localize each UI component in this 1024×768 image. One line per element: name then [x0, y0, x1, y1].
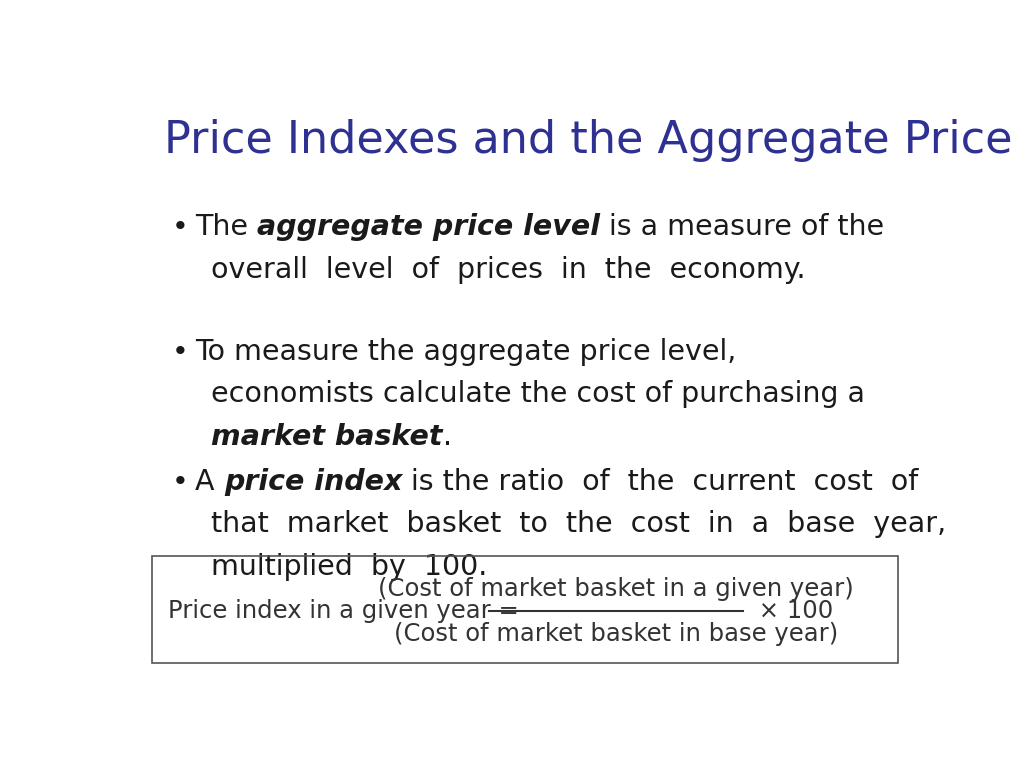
Text: multiplied  by  100.: multiplied by 100.	[211, 553, 487, 581]
Text: The: The	[196, 214, 257, 241]
Text: × 100: × 100	[751, 599, 834, 624]
Text: •: •	[172, 338, 188, 366]
Text: aggregate price level: aggregate price level	[257, 214, 600, 241]
Bar	[152, 556, 898, 663]
Text: economists calculate the cost of purchasing a: economists calculate the cost of purchas…	[211, 380, 865, 408]
Text: A: A	[196, 468, 224, 495]
Text: overall  level  of  prices  in  the  economy.: overall level of prices in the economy.	[211, 256, 806, 284]
Text: (Cost of market basket in base year): (Cost of market basket in base year)	[394, 622, 839, 646]
Text: Price index in a given year =: Price index in a given year =	[168, 599, 526, 624]
Text: market basket: market basket	[211, 422, 442, 451]
Text: is the ratio  of  the  current  cost  of: is the ratio of the current cost of	[402, 468, 919, 495]
Text: that  market  basket  to  the  cost  in  a  base  year,: that market basket to the cost in a base…	[211, 510, 946, 538]
Text: To measure the aggregate price level,: To measure the aggregate price level,	[196, 338, 736, 366]
Text: .: .	[442, 422, 452, 451]
Text: is a measure of the: is a measure of the	[600, 214, 885, 241]
Text: •: •	[172, 468, 188, 495]
Text: •: •	[172, 214, 188, 241]
Text: Price Indexes and the Aggregate Price Level: Price Indexes and the Aggregate Price Le…	[164, 119, 1024, 162]
Text: price index: price index	[224, 468, 402, 495]
Text: (Cost of market basket in a given year): (Cost of market basket in a given year)	[378, 577, 854, 601]
